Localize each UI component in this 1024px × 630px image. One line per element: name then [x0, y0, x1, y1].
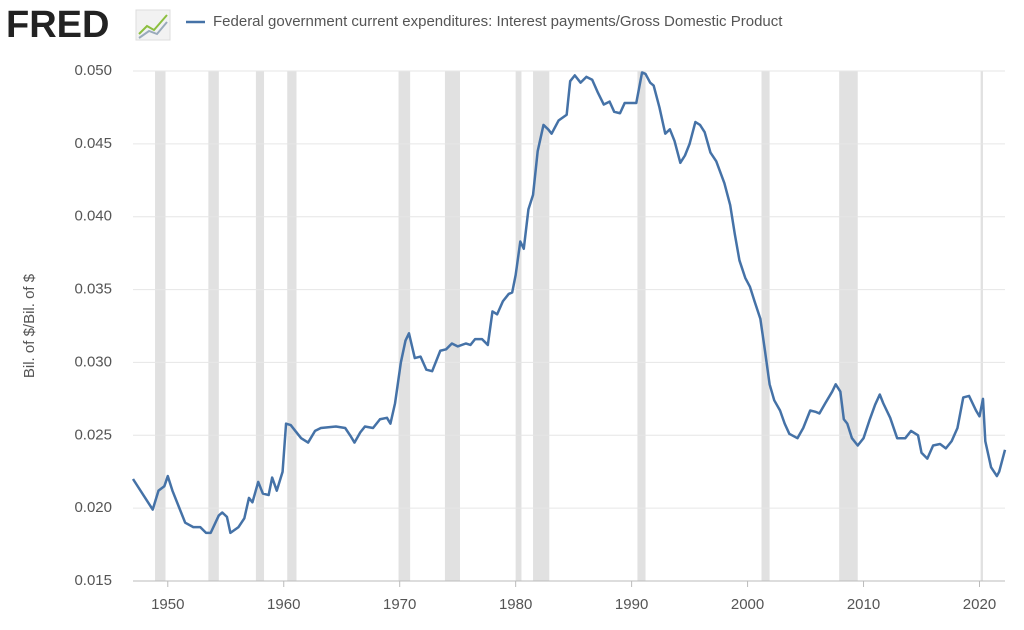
logo: FRED [6, 4, 109, 46]
x-tick-label: 1970 [383, 596, 416, 613]
x-tick-label: 2000 [731, 596, 764, 613]
recession-band [398, 71, 411, 581]
y-tick-label: 0.030 [74, 353, 112, 370]
y-axis-label: Bil. of $/Bil. of $ [21, 273, 38, 378]
recession-band [287, 71, 297, 581]
x-tick-label: 2010 [847, 596, 880, 613]
recession-band [208, 71, 219, 581]
x-tick-label: 1960 [267, 596, 300, 613]
recession-band [761, 71, 770, 581]
recession-band [637, 71, 646, 581]
y-tick-label: 0.045 [74, 135, 112, 152]
x-tick-label: 1990 [615, 596, 648, 613]
y-tick-label: 0.050 [74, 62, 112, 79]
recession-band [444, 71, 460, 581]
recession-band [515, 71, 522, 581]
x-tick-label: 1950 [151, 596, 184, 613]
y-tick-label: 0.025 [74, 426, 112, 443]
logo-icon [135, 9, 171, 41]
y-tick-label: 0.040 [74, 208, 112, 225]
x-tick-label: 1980 [499, 596, 532, 613]
legend-label: Federal government current expenditures:… [213, 13, 783, 30]
recession-band [255, 71, 265, 581]
y-tick-label: 0.015 [74, 572, 112, 589]
recession-band [980, 71, 983, 581]
y-tick-label: 0.020 [74, 499, 112, 516]
recession-band [155, 71, 166, 581]
data-line [131, 71, 1007, 535]
recession-band [839, 71, 858, 581]
y-tick-label: 0.035 [74, 281, 112, 298]
x-tick-label: 2020 [963, 596, 996, 613]
recession-band [533, 71, 550, 581]
